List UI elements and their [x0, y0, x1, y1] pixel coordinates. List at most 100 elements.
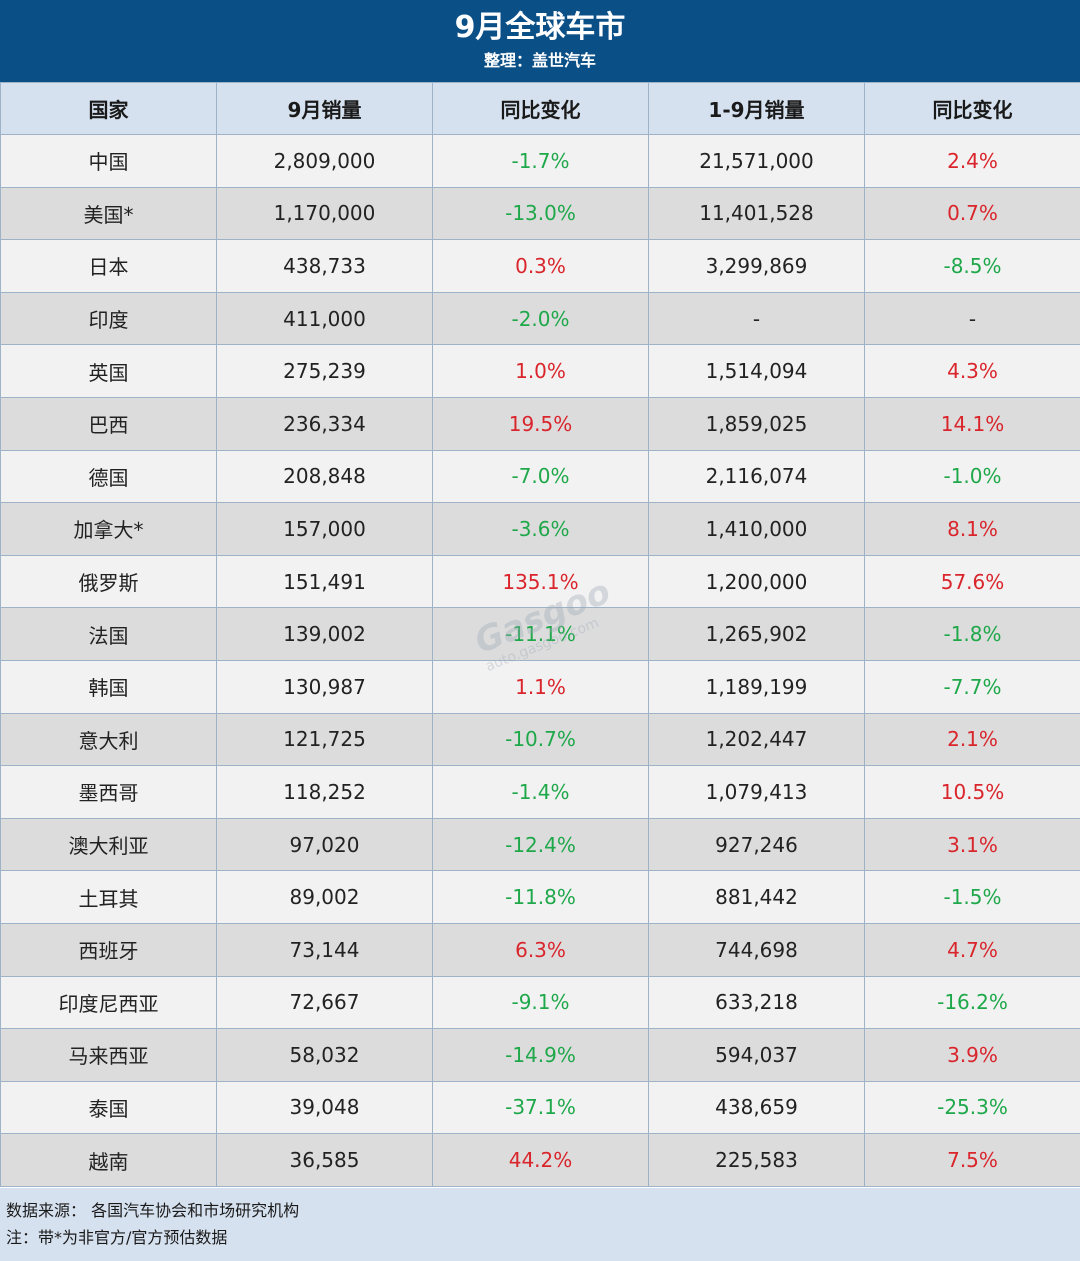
cell-ytd-sales: 744,698 — [648, 922, 865, 977]
cell-country: 加拿大* — [0, 502, 217, 556]
cell-ytd-yoy: 10.5% — [864, 765, 1080, 819]
cell-ytd-sales: 1,189,199 — [648, 659, 865, 714]
cell-country: 墨西哥 — [0, 765, 217, 819]
cell-sep-sales: 121,725 — [216, 712, 433, 767]
cell-sep-sales: 118,252 — [216, 765, 433, 819]
cell-sep-sales: 236,334 — [216, 396, 433, 451]
cell-sep-yoy: 6.3% — [432, 922, 649, 977]
cell-sep-yoy: -1.7% — [432, 134, 649, 188]
cell-ytd-yoy: - — [864, 291, 1080, 346]
column-header-ytd-yoy: 同比变化 — [864, 82, 1080, 135]
table-row: 马来西亚 58,032 -14.9% 594,037 3.9% — [0, 1028, 1080, 1082]
column-header-ytd-sales: 1-9月销量 — [648, 82, 865, 135]
cell-ytd-yoy: -1.8% — [864, 607, 1080, 661]
cell-sep-yoy: -14.9% — [432, 1028, 649, 1082]
cell-ytd-yoy: 4.7% — [864, 922, 1080, 977]
cell-ytd-sales: 1,200,000 — [648, 554, 865, 609]
cell-ytd-sales: 438,659 — [648, 1080, 865, 1135]
cell-ytd-yoy: 8.1% — [864, 502, 1080, 556]
cell-sep-yoy: 135.1% — [432, 554, 649, 609]
table-row: 美国* 1,170,000 -13.0% 11,401,528 0.7% — [0, 186, 1080, 241]
table-row: 法国 139,002 -11.1% 1,265,902 -1.8% — [0, 607, 1080, 661]
sales-table: 国家 9月销量 同比变化 1-9月销量 同比变化 中国 2,809,000 -1.7… — [0, 82, 1080, 1187]
cell-sep-sales: 2,809,000 — [216, 134, 433, 188]
cell-country: 巴西 — [0, 396, 217, 451]
cell-sep-sales: 58,032 — [216, 1028, 433, 1082]
cell-sep-yoy: 0.3% — [432, 239, 649, 293]
table-row: 印度尼西亚 72,667 -9.1% 633,218 -16.2% — [0, 975, 1080, 1030]
cell-sep-sales: 89,002 — [216, 870, 433, 924]
cell-sep-yoy: -11.8% — [432, 870, 649, 924]
cell-ytd-sales: 225,583 — [648, 1133, 865, 1187]
cell-ytd-yoy: -25.3% — [864, 1080, 1080, 1135]
cell-country: 中国 — [0, 134, 217, 188]
table-row: 巴西 236,334 19.5% 1,859,025 14.1% — [0, 396, 1080, 451]
cell-sep-sales: 1,170,000 — [216, 186, 433, 241]
cell-sep-sales: 139,002 — [216, 607, 433, 661]
table-row: 泰国 39,048 -37.1% 438,659 -25.3% — [0, 1080, 1080, 1135]
cell-ytd-sales: 1,202,447 — [648, 712, 865, 767]
table-row: 墨西哥 118,252 -1.4% 1,079,413 10.5% — [0, 765, 1080, 819]
cell-ytd-sales: 11,401,528 — [648, 186, 865, 241]
cell-ytd-sales: 594,037 — [648, 1028, 865, 1082]
cell-sep-yoy: -1.4% — [432, 765, 649, 819]
cell-country: 土耳其 — [0, 870, 217, 924]
cell-ytd-sales: 1,079,413 — [648, 765, 865, 819]
cell-ytd-yoy: 7.5% — [864, 1133, 1080, 1187]
cell-country: 越南 — [0, 1133, 217, 1187]
cell-ytd-sales: 881,442 — [648, 870, 865, 924]
cell-country: 法国 — [0, 607, 217, 661]
cell-sep-sales: 411,000 — [216, 291, 433, 346]
cell-sep-sales: 275,239 — [216, 344, 433, 398]
table-row: 意大利 121,725 -10.7% 1,202,447 2.1% — [0, 712, 1080, 767]
table-row: 土耳其 89,002 -11.8% 881,442 -1.5% — [0, 870, 1080, 924]
cell-sep-sales: 97,020 — [216, 817, 433, 872]
cell-sep-yoy: -12.4% — [432, 817, 649, 872]
footer: 数据来源： 各国汽车协会和市场研究机构 注：带*为非官方/官方预估数据 — [0, 1188, 1080, 1261]
cell-ytd-sales: 1,265,902 — [648, 607, 865, 661]
cell-sep-yoy: -10.7% — [432, 712, 649, 767]
table-row: 澳大利亚 97,020 -12.4% 927,246 3.1% — [0, 817, 1080, 872]
cell-country: 澳大利亚 — [0, 817, 217, 872]
footer-note: 注：带*为非官方/官方预估数据 — [6, 1228, 228, 1247]
column-header-country: 国家 — [0, 82, 217, 135]
cell-sep-sales: 157,000 — [216, 502, 433, 556]
title-banner: 9月全球车市 整理：盖世汽车 — [0, 0, 1080, 82]
cell-ytd-sales: 1,859,025 — [648, 396, 865, 451]
table-row: 加拿大* 157,000 -3.6% 1,410,000 8.1% — [0, 502, 1080, 556]
cell-country: 美国* — [0, 186, 217, 241]
cell-country: 马来西亚 — [0, 1028, 217, 1082]
cell-sep-yoy: -11.1% — [432, 607, 649, 661]
cell-sep-yoy: -3.6% — [432, 502, 649, 556]
cell-sep-yoy: 1.1% — [432, 659, 649, 714]
table-body: 中国 2,809,000 -1.7% 21,571,000 2.4% 美国* 1,170,0… — [0, 134, 1080, 1187]
cell-ytd-yoy: -8.5% — [864, 239, 1080, 293]
cell-sep-sales: 73,144 — [216, 922, 433, 977]
cell-ytd-yoy: 14.1% — [864, 396, 1080, 451]
table-row: 日本 438,733 0.3% 3,299,869 -8.5% — [0, 239, 1080, 293]
cell-ytd-sales: 2,116,074 — [648, 449, 865, 504]
cell-sep-yoy: -13.0% — [432, 186, 649, 241]
cell-country: 英国 — [0, 344, 217, 398]
cell-country: 意大利 — [0, 712, 217, 767]
cell-sep-yoy: -9.1% — [432, 975, 649, 1030]
cell-sep-yoy: -2.0% — [432, 291, 649, 346]
cell-country: 泰国 — [0, 1080, 217, 1135]
cell-country: 韩国 — [0, 659, 217, 714]
table-row: 德国 208,848 -7.0% 2,116,074 -1.0% — [0, 449, 1080, 504]
cell-country: 日本 — [0, 239, 217, 293]
cell-sep-sales: 72,667 — [216, 975, 433, 1030]
cell-country: 俄罗斯 — [0, 554, 217, 609]
cell-ytd-sales: 1,410,000 — [648, 502, 865, 556]
cell-ytd-sales: - — [648, 291, 865, 346]
table-row: 英国 275,239 1.0% 1,514,094 4.3% — [0, 344, 1080, 398]
table-row: 中国 2,809,000 -1.7% 21,571,000 2.4% — [0, 134, 1080, 188]
cell-ytd-sales: 1,514,094 — [648, 344, 865, 398]
page-subtitle: 整理：盖世汽车 — [483, 51, 596, 70]
footer-source: 数据来源： 各国汽车协会和市场研究机构 — [6, 1201, 300, 1220]
cell-ytd-yoy: -1.5% — [864, 870, 1080, 924]
cell-sep-sales: 438,733 — [216, 239, 433, 293]
cell-country: 西班牙 — [0, 922, 217, 977]
cell-sep-sales: 39,048 — [216, 1080, 433, 1135]
